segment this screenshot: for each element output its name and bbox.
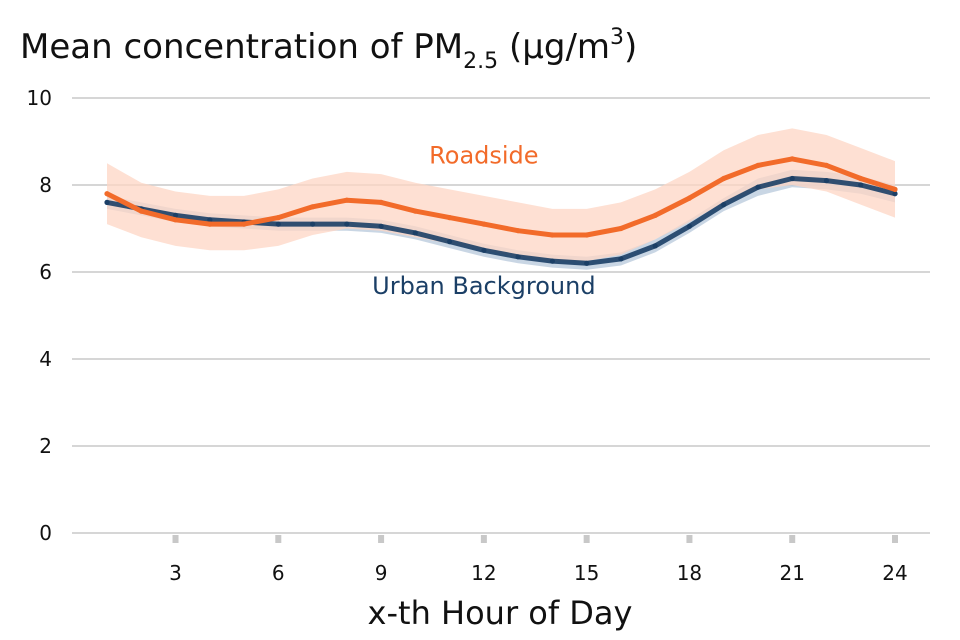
roadside-point <box>172 217 179 223</box>
y-gridlines <box>72 97 930 534</box>
y-tick-label: 8 <box>39 173 52 197</box>
roadside-point <box>789 156 795 162</box>
chart-title: Mean concentration of PM2.5 (μg/m3) <box>20 25 637 74</box>
x-axis-ticks: 3 6 9 12 15 18 21 24 <box>169 535 908 585</box>
urban-background-point <box>275 221 281 227</box>
roadside-point <box>515 228 521 234</box>
x-tick-label: 21 <box>779 561 804 585</box>
urban-background-point <box>207 217 213 223</box>
roadside-point <box>584 232 590 238</box>
roadside-line <box>104 156 898 238</box>
urban-background-point <box>858 182 864 188</box>
urban-background-point <box>618 256 624 262</box>
roadside-point <box>755 162 761 168</box>
x-tick-label: 3 <box>169 561 182 585</box>
urban-background-point <box>721 202 727 208</box>
series-lines <box>104 156 898 266</box>
y-tick-label: 4 <box>39 347 52 371</box>
x-tick-label: 6 <box>272 561 285 585</box>
roadside-point <box>892 186 898 192</box>
roadside-point <box>823 162 830 168</box>
annotation-roadside: Roadside <box>429 141 538 169</box>
roadside-confidence-band <box>107 128 895 262</box>
y-tick-label: 6 <box>39 260 52 284</box>
roadside-point <box>652 212 658 218</box>
roadside-point <box>447 215 453 221</box>
roadside-point <box>686 195 693 201</box>
roadside-point <box>344 197 350 203</box>
y-tick-label: 2 <box>39 434 52 458</box>
roadside-point <box>275 215 281 221</box>
urban-background-point <box>549 258 556 264</box>
x-tick-label: 15 <box>574 561 599 585</box>
roadside-point <box>310 204 316 210</box>
x-tick-mark <box>172 535 179 543</box>
roadside-point <box>618 225 624 232</box>
chart-title-superscript: 3 <box>610 25 624 50</box>
urban-background-point <box>104 199 110 205</box>
chart-title-main: Mean concentration of PM <box>20 27 463 67</box>
y-tick-label: 0 <box>39 521 52 545</box>
chart-title-unit-open: (μg/m <box>498 27 610 67</box>
urban-background-point <box>652 243 658 249</box>
urban-background-point <box>344 221 350 227</box>
x-tick-mark <box>892 535 898 543</box>
roadside-point <box>858 175 864 182</box>
roadside-point <box>549 232 556 238</box>
x-tick-mark <box>686 535 693 543</box>
x-axis-label: x-th Hour of Day <box>368 594 633 632</box>
roadside-point <box>241 221 247 227</box>
urban-background-point <box>823 178 830 184</box>
roadside-point <box>378 199 384 205</box>
urban-background-point <box>412 230 418 236</box>
y-tick-label: 10 <box>27 86 52 110</box>
x-tick-mark <box>480 535 487 543</box>
urban-background-point <box>172 212 179 218</box>
urban-background-point <box>447 239 453 245</box>
x-tick-mark <box>275 535 282 543</box>
urban-background-point <box>310 221 316 227</box>
x-tick-mark <box>583 535 590 543</box>
x-tick-label: 9 <box>375 561 388 585</box>
roadside-point <box>207 221 213 227</box>
chart-title-subscript: 2.5 <box>463 49 498 74</box>
urban-background-point <box>686 223 693 229</box>
annotation-urban-background: Urban Background <box>372 272 595 300</box>
roadside-point <box>412 208 418 214</box>
urban-background-point <box>515 254 521 260</box>
urban-background-point <box>481 247 487 253</box>
roadside-point <box>104 191 110 197</box>
roadside-point <box>721 175 727 182</box>
urban-background-point <box>584 260 590 266</box>
x-tick-label: 24 <box>882 561 907 585</box>
urban-background-point <box>789 175 795 182</box>
roadside-point <box>138 208 144 214</box>
series-annotations: Roadside Urban Background <box>372 141 595 300</box>
y-axis-ticks: 0 2 4 6 8 10 <box>27 86 52 545</box>
x-tick-mark <box>789 535 796 543</box>
urban-background-point <box>755 184 761 190</box>
x-tick-mark <box>378 535 385 543</box>
x-tick-label: 18 <box>677 561 702 585</box>
roadside-point <box>481 221 487 227</box>
chart-title-unit-close: ) <box>624 27 637 67</box>
urban-background-point <box>892 191 898 197</box>
urban-background-point <box>378 223 384 229</box>
x-tick-label: 12 <box>471 561 496 585</box>
